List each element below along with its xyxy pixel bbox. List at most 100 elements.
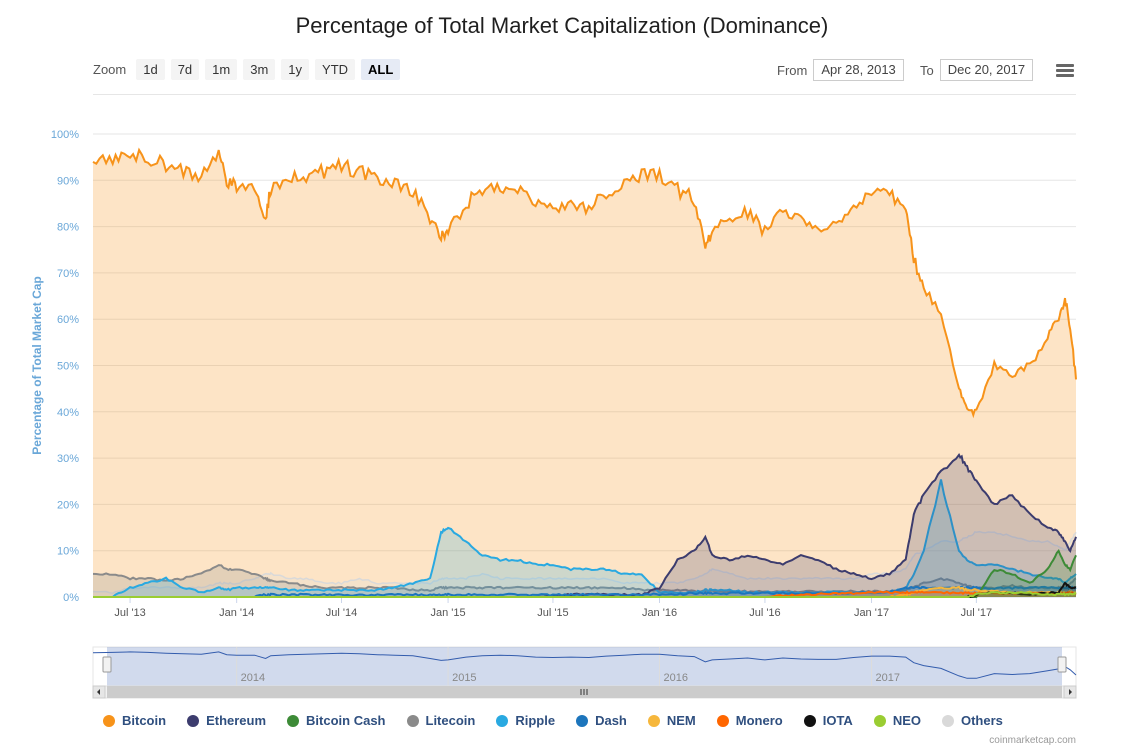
- legend-item-monero[interactable]: Monero: [716, 713, 783, 728]
- series-line: [92, 564, 1077, 594]
- legend-label: Monero: [735, 713, 783, 728]
- navigator-series: [92, 651, 1077, 679]
- navigator-year-label: 2014: [241, 672, 265, 684]
- y-tick-label: 70%: [57, 268, 79, 280]
- series-area: [93, 150, 1076, 597]
- legend-label: Bitcoin Cash: [306, 713, 386, 728]
- legend-item-others[interactable]: Others: [941, 713, 1003, 728]
- legend-dot-icon: [187, 714, 200, 727]
- series-area: [93, 454, 1076, 597]
- zoom-7d-button[interactable]: 7d: [170, 59, 200, 80]
- chart-legend: Bitcoin Ethereum Bitcoin Cash Litecoin Rippl…: [103, 713, 1024, 728]
- legend-label: Litecoin: [425, 713, 476, 728]
- y-tick-label: 100%: [51, 129, 79, 141]
- series-line: [93, 590, 1077, 598]
- y-tick-label: 60%: [57, 314, 79, 326]
- legend-item-litecoin[interactable]: Litecoin: [406, 713, 476, 728]
- legend-label: Others: [960, 713, 1003, 728]
- legend-label: Ethereum: [206, 713, 267, 728]
- scroll-left-icon: [97, 689, 100, 695]
- legend-dot-icon: [103, 714, 115, 727]
- zoom-1y-button[interactable]: 1y: [281, 59, 310, 80]
- x-tick-label: Jul '13: [114, 607, 145, 619]
- legend-item-ripple[interactable]: Ripple: [496, 713, 555, 728]
- scroll-right-icon: [1069, 689, 1072, 695]
- legend-item-bitcoin[interactable]: Bitcoin: [103, 713, 166, 728]
- series-area: [93, 591, 1076, 597]
- series-area: [93, 583, 1076, 597]
- series-ripple: [93, 479, 1077, 598]
- x-tick-label: Jan '14: [219, 607, 254, 619]
- series-line: [92, 530, 1077, 594]
- legend-label: Ripple: [515, 713, 556, 728]
- header-divider: [93, 94, 1076, 95]
- chart-title: Percentage of Total Market Capitalizatio…: [295, 13, 829, 38]
- series-area: [93, 531, 1076, 597]
- series-neo: [93, 590, 1077, 598]
- legend-dot-icon: [873, 714, 886, 727]
- series-bitcoin: [92, 147, 1077, 597]
- from-label: From: [777, 62, 808, 78]
- y-tick-label: 20%: [57, 499, 79, 511]
- legend-label: NEM: [666, 713, 696, 728]
- series-area: [93, 592, 1076, 597]
- y-tick-label: 80%: [57, 222, 79, 234]
- zoom-3m-button[interactable]: 3m: [243, 59, 276, 80]
- legend-dot-icon: [496, 714, 509, 727]
- to-date-input[interactable]: Dec 20, 2017: [939, 59, 1034, 81]
- legend-label: Bitcoin: [122, 713, 167, 728]
- legend-item-iota[interactable]: IOTA: [803, 713, 853, 728]
- range-from: From Apr 28, 2013: [777, 59, 904, 81]
- zoom-label: Zoom: [93, 62, 127, 77]
- legend-item-bitcoin-cash[interactable]: Bitcoin Cash: [287, 713, 386, 728]
- navigator-year-label: 2015: [452, 672, 476, 684]
- zoom-1d-button[interactable]: 1d: [136, 59, 165, 80]
- legend-dot-icon: [803, 714, 816, 727]
- y-tick-label: 50%: [57, 361, 79, 373]
- x-tick-label: Jul '16: [749, 607, 780, 619]
- legend-label: NEO: [892, 713, 921, 728]
- series-others: [92, 530, 1077, 597]
- navigator-handle[interactable]: [102, 656, 112, 673]
- legend-dot-icon: [287, 714, 300, 727]
- x-tick-label: Jul '14: [326, 607, 357, 619]
- x-tick-label: Jan '17: [854, 607, 889, 619]
- navigator-year-label: 2016: [664, 672, 688, 684]
- x-tick-label: Jan '16: [642, 607, 677, 619]
- zoom-1m-button[interactable]: 1m: [205, 59, 238, 80]
- legend-item-neo[interactable]: NEO: [873, 713, 921, 728]
- legend-label: IOTA: [822, 713, 853, 728]
- series-area: [93, 586, 1076, 597]
- series-line: [93, 479, 1077, 598]
- legend-dot-icon: [406, 714, 419, 727]
- credit-text: coinmarketcap.com: [989, 735, 1076, 746]
- series-area: [93, 479, 1076, 597]
- y-tick-label: 30%: [57, 453, 79, 465]
- x-tick-label: Jul '17: [961, 607, 992, 619]
- y-tick-label: 10%: [57, 546, 79, 558]
- series-line: [92, 147, 1077, 419]
- y-tick-label: 40%: [57, 407, 79, 419]
- navigator-selection: [107, 647, 1062, 686]
- x-tick-label: Jan '15: [431, 607, 466, 619]
- legend-dot-icon: [941, 714, 954, 727]
- range-to: To Dec 20, 2017: [920, 59, 1034, 81]
- hamburger-menu-icon[interactable]: [1056, 64, 1074, 78]
- legend-item-nem[interactable]: NEM: [647, 713, 696, 728]
- legend-item-dash[interactable]: Dash: [576, 713, 627, 728]
- to-label: To: [920, 62, 934, 78]
- y-axis-title: Percentage of Total Market Cap: [30, 276, 44, 455]
- navigator-year-label: 2017: [876, 672, 900, 684]
- legend-dot-icon: [647, 714, 660, 727]
- legend-item-ethereum[interactable]: Ethereum: [187, 713, 266, 728]
- legend-label: Dash: [595, 713, 627, 728]
- zoom-ytd-button[interactable]: YTD: [315, 59, 356, 80]
- legend-dot-icon: [716, 714, 729, 727]
- navigator-handle[interactable]: [1057, 656, 1067, 673]
- from-date-input[interactable]: Apr 28, 2013: [813, 59, 904, 81]
- y-tick-label: 90%: [57, 175, 79, 187]
- x-tick-label: Jul '15: [537, 607, 568, 619]
- zoom-all-button[interactable]: ALL: [361, 59, 401, 80]
- y-tick-label: 0%: [63, 592, 79, 604]
